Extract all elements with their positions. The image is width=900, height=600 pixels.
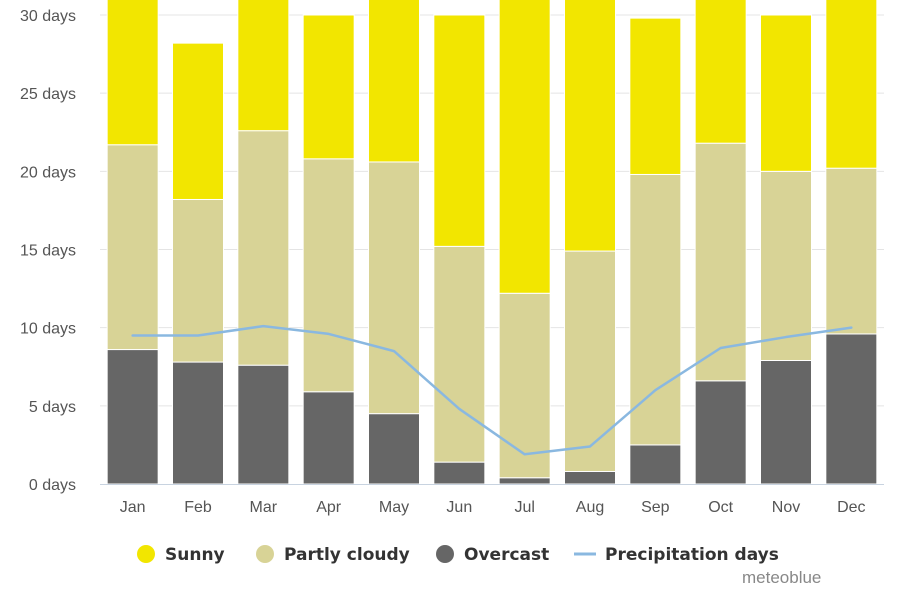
- bar-sunny: [302, 14, 355, 160]
- bar-overcast: [498, 477, 551, 485]
- legend-marker-circle-icon: [436, 545, 454, 563]
- legend-label: Partly cloudy: [284, 545, 410, 565]
- legend-item-precipitation-days[interactable]: Precipitation days: [574, 545, 779, 565]
- legend-marker-circle-icon: [137, 545, 155, 563]
- x-tick-label: Dec: [837, 499, 865, 516]
- legend-item-overcast[interactable]: Overcast: [436, 545, 549, 565]
- x-tick-label: May: [379, 499, 409, 516]
- bar-sunny: [368, 0, 420, 163]
- legend-label: Sunny: [165, 545, 225, 565]
- bar-sunny: [564, 0, 616, 252]
- x-tick-label: Sep: [641, 499, 670, 516]
- credit-text[interactable]: meteoblue: [742, 568, 822, 587]
- x-tick-label: Nov: [772, 499, 800, 516]
- legend: Sunny Partly cloudy Overcast Precipitation …: [137, 545, 779, 565]
- bar-partly-cloudy: [694, 142, 747, 382]
- y-tick-label: 10 days: [20, 321, 76, 338]
- bar-overcast: [302, 391, 355, 485]
- bar-overcast: [368, 413, 420, 485]
- bar-sunny: [433, 14, 486, 247]
- legend-label: Overcast: [464, 545, 549, 565]
- bar-partly-cloudy: [825, 167, 878, 335]
- bar-sunny: [106, 0, 159, 146]
- bar-sunny: [825, 0, 878, 169]
- bar-overcast: [237, 364, 290, 485]
- x-tick-label: Apr: [316, 499, 342, 516]
- grid-lines: [100, 14, 884, 407]
- bar-sunny: [629, 17, 682, 175]
- bar-sunny: [237, 0, 290, 132]
- x-axis-tick-labels: Jan Feb Mar Apr May Jun Jul Aug Sep Oct Nov Dec: [120, 499, 866, 516]
- legend-marker-circle-icon: [256, 545, 274, 563]
- x-tick-label: Aug: [576, 499, 604, 516]
- bar-overcast: [172, 361, 224, 485]
- bar-partly-cloudy: [433, 245, 486, 463]
- x-tick-label: Jan: [120, 499, 146, 516]
- y-tick-label: 30 days: [20, 8, 76, 25]
- bar-partly-cloudy: [368, 161, 420, 415]
- bar-partly-cloudy: [760, 170, 812, 361]
- legend-item-partly-cloudy[interactable]: Partly cloudy: [256, 545, 410, 565]
- x-tick-label: Oct: [708, 499, 733, 516]
- bar-partly-cloudy: [564, 250, 616, 472]
- x-tick-label: Feb: [184, 499, 212, 516]
- y-tick-label: 0 days: [29, 477, 76, 494]
- bar-partly-cloudy: [302, 158, 355, 393]
- x-tick-label: Jun: [446, 499, 472, 516]
- bar-overcast: [433, 461, 486, 485]
- bar-sunny: [694, 0, 747, 144]
- y-tick-label: 20 days: [20, 164, 76, 181]
- bar-sunny: [172, 42, 224, 200]
- x-tick-label: Jul: [514, 499, 534, 516]
- bar-overcast: [564, 470, 616, 485]
- y-tick-label: 15 days: [20, 243, 76, 260]
- bar-overcast: [825, 333, 878, 485]
- bar-overcast: [106, 349, 159, 485]
- legend-label: Precipitation days: [605, 545, 779, 565]
- y-tick-label: 25 days: [20, 86, 76, 103]
- y-tick-label: 5 days: [29, 399, 76, 416]
- precipitation-line-layer: [131, 324, 853, 456]
- bar-overcast: [629, 444, 682, 485]
- bar-sunny: [760, 14, 812, 172]
- stacked-bars: [106, 0, 878, 485]
- precipitation-line: [131, 324, 853, 456]
- x-tick-label: Mar: [250, 499, 278, 516]
- bar-overcast: [760, 359, 812, 485]
- bar-sunny: [498, 0, 551, 294]
- legend-item-sunny[interactable]: Sunny: [137, 545, 225, 565]
- bar-partly-cloudy: [237, 130, 290, 366]
- y-axis-tick-labels: 0 days 5 days 10 days 15 days 20 days 25 days…: [20, 8, 76, 494]
- bar-partly-cloudy: [106, 144, 159, 351]
- bar-partly-cloudy: [172, 198, 224, 363]
- bar-partly-cloudy: [498, 292, 551, 479]
- bar-overcast: [694, 380, 747, 485]
- bar-partly-cloudy: [629, 173, 682, 446]
